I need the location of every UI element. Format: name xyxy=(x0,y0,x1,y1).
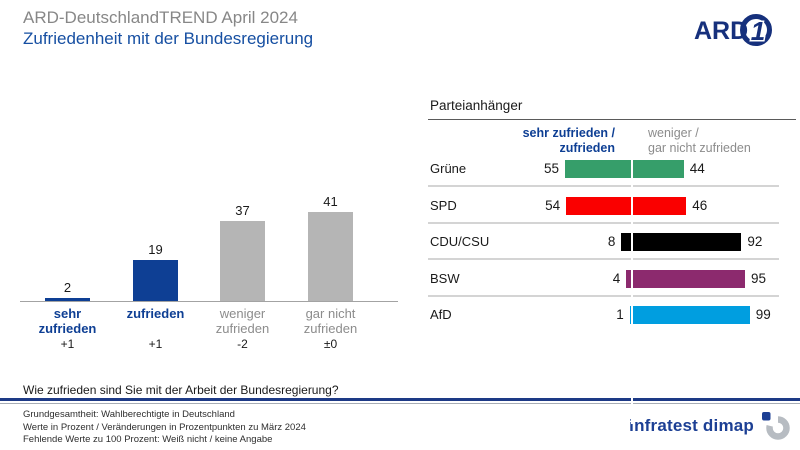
footnote-line: Grundgesamtheit: Wahlberechtigte in Deut… xyxy=(23,409,235,420)
satisfied-side: 1 xyxy=(428,306,631,324)
party-label: SPD xyxy=(430,197,457,213)
infratest-dimap-logo: infratest dimap xyxy=(629,412,790,440)
infratest-dimap-wordmark: infratest dimap xyxy=(629,416,754,435)
bar-sehr-zufrieden xyxy=(45,297,90,302)
change-label: ±0 xyxy=(323,337,338,351)
row-separator xyxy=(428,185,779,187)
dissatisfied-value: 95 xyxy=(751,270,767,286)
category-label-sehr-zufrieden: sehr zufrieden xyxy=(38,306,97,336)
dissatisfied-side: 99 xyxy=(631,306,796,324)
row-separator xyxy=(428,221,779,224)
change-label: -2 xyxy=(237,337,248,351)
satisfied-value: 8 xyxy=(607,234,616,249)
bar-group-zufrieden: 19 xyxy=(133,243,178,302)
satisfied-value: 4 xyxy=(612,270,621,286)
satisfied-value: 54 xyxy=(545,197,561,213)
bar-zufrieden xyxy=(133,260,178,302)
divider-rule-blue xyxy=(0,398,800,401)
satisfied-side: 4 xyxy=(428,269,631,288)
party-supporters-panel: Parteianhänger sehr zufrieden / zufriede… xyxy=(428,96,796,424)
category-label-zufrieden: zufrieden xyxy=(126,306,185,321)
satisfied-value: 1 xyxy=(616,307,624,322)
footnote-line: Fehlende Werte zu 100 Prozent: Weiß nich… xyxy=(23,434,273,445)
survey-question: Wie zufrieden sind Sie mit der Arbeit de… xyxy=(23,383,339,397)
party-row-gruene: Grüne 55 44 xyxy=(428,160,796,178)
bar-value: 19 xyxy=(148,242,163,258)
satisfaction-bar-chart: 2 19 37 41 sehr zufrieden zufrieden weni… xyxy=(0,170,410,360)
bar-weniger-zufrieden xyxy=(220,220,265,302)
change-label: +1 xyxy=(60,337,75,351)
ard-logo-icon: ARD 1 xyxy=(694,14,772,48)
dissatisfied-value: 44 xyxy=(689,161,705,176)
category-label-weniger-zufrieden: weniger zufrieden xyxy=(215,306,270,336)
dissatisfied-bar xyxy=(631,306,750,324)
party-label: BSW xyxy=(430,270,460,286)
satisfied-bar xyxy=(566,196,631,215)
bar-value: 37 xyxy=(235,202,250,218)
dissatisfied-bar xyxy=(631,196,687,215)
ard-logo: ARD 1 xyxy=(694,10,774,55)
bar-group-sehr-zufrieden: 2 xyxy=(45,279,90,302)
party-row-cdu-csu: CDU/CSU 8 92 xyxy=(428,233,796,251)
bar-gar-nicht-zufrieden xyxy=(308,211,353,302)
change-label: +1 xyxy=(148,337,163,351)
satisfied-bar xyxy=(621,233,631,251)
dissatisfied-value: 92 xyxy=(747,234,763,249)
bar-value: 41 xyxy=(323,193,338,209)
party-row-afd: AfD 1 99 xyxy=(428,306,796,324)
bar-group-gar-nicht-zufrieden: 41 xyxy=(308,193,353,302)
x-axis-line xyxy=(20,301,398,302)
report-kicker: ARD-DeutschlandTREND April 2024 xyxy=(23,8,298,27)
category-label-gar-nicht-zufrieden: gar nicht zufrieden xyxy=(303,306,358,336)
dissatisfied-bar xyxy=(631,269,745,288)
dissatisfied-side: 92 xyxy=(631,233,796,251)
infratest-dimap-icon xyxy=(762,412,790,440)
bar-group-weniger-zufrieden: 37 xyxy=(220,202,265,302)
dissatisfied-side: 46 xyxy=(631,196,796,215)
satisfied-bar xyxy=(629,306,631,324)
panel-title-rule xyxy=(428,119,796,120)
satisfied-bar xyxy=(565,160,631,178)
satisfied-side: 55 xyxy=(428,160,631,178)
bar-value: 2 xyxy=(63,279,72,295)
dissatisfied-bar xyxy=(631,160,684,178)
party-label: CDU/CSU xyxy=(430,234,490,249)
party-label: Grüne xyxy=(430,161,467,176)
satisfied-value: 55 xyxy=(543,161,559,176)
satisfied-bar xyxy=(626,269,631,288)
page-title: Zufriedenheit mit der Bundesregierung xyxy=(23,29,314,48)
panel-title: Parteianhänger xyxy=(430,98,523,113)
svg-text:ARD: ARD xyxy=(694,17,748,45)
center-axis-line xyxy=(630,154,633,424)
row-separator xyxy=(428,294,779,297)
party-row-bsw: BSW 4 95 xyxy=(428,269,796,288)
column-header-satisfied: sehr zufrieden / zufrieden xyxy=(522,126,615,155)
dissatisfied-value: 99 xyxy=(755,307,771,322)
party-row-spd: SPD 54 46 xyxy=(428,196,796,215)
dissatisfied-value: 46 xyxy=(692,197,708,213)
satisfied-side: 8 xyxy=(428,233,631,251)
row-separator xyxy=(428,258,779,260)
column-header-dissatisfied: weniger / gar nicht zufrieden xyxy=(648,126,751,155)
party-label: AfD xyxy=(430,307,452,322)
methodology-footnotes: Grundgesamtheit: Wahlberechtigte in Deut… xyxy=(23,409,306,447)
satisfied-side: 54 xyxy=(428,196,631,215)
dissatisfied-side: 95 xyxy=(631,269,796,288)
divider-rule-gray xyxy=(0,403,800,404)
svg-text:1: 1 xyxy=(751,16,765,46)
footnote-line: Werte in Prozent / Veränderungen in Proz… xyxy=(23,421,306,433)
dissatisfied-bar xyxy=(631,233,742,251)
dissatisfied-side: 44 xyxy=(631,160,796,178)
